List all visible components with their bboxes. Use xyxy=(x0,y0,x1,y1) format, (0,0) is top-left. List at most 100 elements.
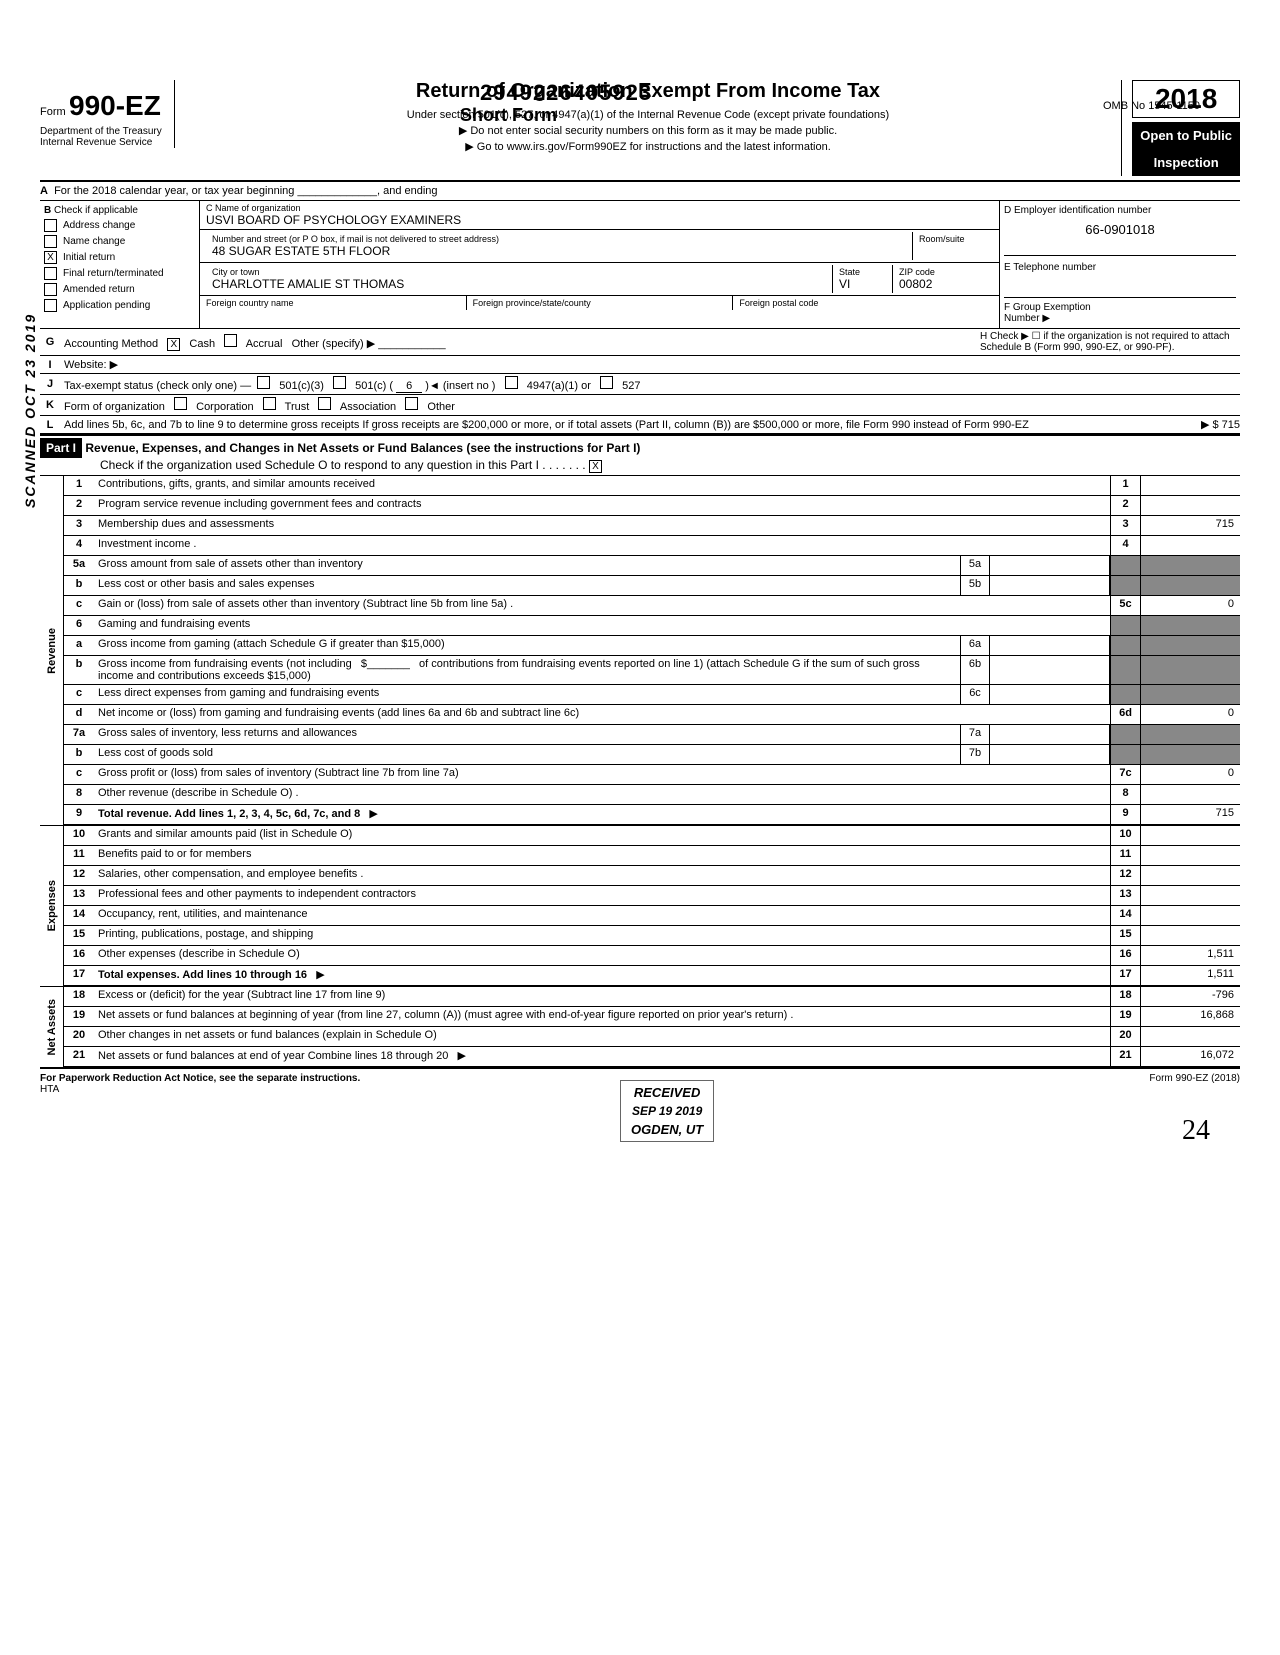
cb-initial-return[interactable]: XInitial return xyxy=(44,251,195,264)
open-public-1: Open to Public xyxy=(1132,122,1240,149)
row-h: H Check ▶ ☐ if the organization is not r… xyxy=(980,331,1240,353)
line2-desc: Program service revenue including govern… xyxy=(94,496,1110,515)
subtitle-2: ▶ Do not enter social security numbers o… xyxy=(185,124,1112,137)
tax-year: 2018 xyxy=(1132,80,1240,118)
line15-val xyxy=(1140,926,1240,945)
cb-other-org[interactable] xyxy=(405,397,418,410)
cb-assoc[interactable] xyxy=(318,397,331,410)
line11-desc: Benefits paid to or for members xyxy=(94,846,1110,865)
cb-501c3[interactable] xyxy=(257,376,270,389)
footer-hta: HTA xyxy=(40,1084,59,1095)
cb-trust[interactable] xyxy=(263,397,276,410)
state: VI xyxy=(839,277,886,291)
line1-val xyxy=(1140,476,1240,495)
city-label: City or town xyxy=(212,267,826,277)
check-if-applicable: Check if applicable xyxy=(54,205,138,216)
zip-label: ZIP code xyxy=(899,267,987,277)
street-address: 48 SUGAR ESTATE 5TH FLOOR xyxy=(212,244,906,258)
cb-name-change[interactable]: Name change xyxy=(44,235,195,248)
line21-val: 16,072 xyxy=(1140,1047,1240,1066)
line12-val xyxy=(1140,866,1240,885)
cb-527[interactable] xyxy=(600,376,613,389)
org-name-label: C Name of organization xyxy=(206,203,993,213)
netassets-section-label: Net Assets xyxy=(44,989,60,1065)
line2-val xyxy=(1140,496,1240,515)
scanned-stamp: SCANNED OCT 23 2019 xyxy=(22,313,38,508)
cb-schedule-o[interactable]: X xyxy=(589,460,602,473)
line7c-desc: Gross profit or (loss) from sales of inv… xyxy=(94,765,1110,784)
label-j: J xyxy=(40,378,60,390)
cb-accrual[interactable] xyxy=(224,334,237,347)
line5c-val: 0 xyxy=(1140,596,1240,615)
footer-right: Form 990-EZ (2018) xyxy=(1149,1073,1240,1095)
subtitle-1: Under section 501(c), 527, or 4947(a)(1)… xyxy=(185,109,1112,121)
line14-val xyxy=(1140,906,1240,925)
group-exemption-label: F Group Exemption Number ▶ xyxy=(1004,298,1236,324)
label-i: I xyxy=(40,359,60,371)
foreign-country-label: Foreign country name xyxy=(200,296,467,310)
line9-desc: Total revenue. Add lines 1, 2, 3, 4, 5c,… xyxy=(94,805,1110,824)
line18-val: -796 xyxy=(1140,987,1240,1006)
cb-amended[interactable]: Amended return xyxy=(44,283,195,296)
line13-desc: Professional fees and other payments to … xyxy=(94,886,1110,905)
line11-val xyxy=(1140,846,1240,865)
line16-val: 1,511 xyxy=(1140,946,1240,965)
cb-address-change[interactable]: Address change xyxy=(44,219,195,232)
website-label: Website: ▶ xyxy=(60,358,1240,371)
cb-4947[interactable] xyxy=(505,376,518,389)
short-form-label: Short Form xyxy=(460,105,557,126)
cb-501c[interactable] xyxy=(333,376,346,389)
state-label: State xyxy=(839,267,886,277)
line6c-desc: Less direct expenses from gaming and fun… xyxy=(94,685,960,704)
tax-exempt-label: Tax-exempt status (check only one) — xyxy=(64,380,251,392)
cb-cash[interactable]: X xyxy=(167,338,180,351)
line15-desc: Printing, publications, postage, and shi… xyxy=(94,926,1110,945)
foreign-prov-label: Foreign province/state/county xyxy=(467,296,734,310)
line20-val xyxy=(1140,1027,1240,1046)
line1-desc: Contributions, gifts, grants, and simila… xyxy=(94,476,1110,495)
cb-final-return[interactable]: Final return/terminated xyxy=(44,267,195,280)
cb-pending[interactable]: Application pending xyxy=(44,299,195,312)
form-prefix: Form xyxy=(40,106,66,118)
foreign-postal-label: Foreign postal code xyxy=(733,296,999,310)
line6d-val: 0 xyxy=(1140,705,1240,724)
received-stamp: RECEIVED SEP 19 2019 OGDEN, UT xyxy=(620,1080,714,1142)
line10-desc: Grants and similar amounts paid (list in… xyxy=(94,826,1110,845)
label-b: B xyxy=(44,205,51,216)
omb-number: OMB No 1545-1150 xyxy=(1103,100,1200,112)
line16-desc: Other expenses (describe in Schedule O) xyxy=(94,946,1110,965)
row-a-text: For the 2018 calendar year, or tax year … xyxy=(54,185,437,197)
line8-val xyxy=(1140,785,1240,804)
zip: 00802 xyxy=(899,277,987,291)
tel-label: E Telephone number xyxy=(1004,256,1236,298)
city: CHARLOTTE AMALIE ST THOMAS xyxy=(212,277,826,291)
line17-val: 1,511 xyxy=(1140,966,1240,985)
subtitle-3: ▶ Go to www.irs.gov/Form990EZ for instru… xyxy=(185,140,1112,153)
line3-val: 715 xyxy=(1140,516,1240,535)
row-l-text: Add lines 5b, 6c, and 7b to line 9 to de… xyxy=(60,419,1120,431)
line7a-desc: Gross sales of inventory, less returns a… xyxy=(94,725,960,744)
expenses-section-label: Expenses xyxy=(44,870,60,941)
form-number-block: Form 990-EZ Department of the Treasury I… xyxy=(40,80,175,148)
cb-corp[interactable] xyxy=(174,397,187,410)
room-label: Room/suite xyxy=(919,234,987,244)
line19-desc: Net assets or fund balances at beginning… xyxy=(94,1007,1110,1026)
part1-title: Revenue, Expenses, and Changes in Net As… xyxy=(85,441,640,455)
line13-val xyxy=(1140,886,1240,905)
line17-desc: Total expenses. Add lines 10 through 16 … xyxy=(94,966,1110,985)
label-a: A xyxy=(40,185,48,197)
part1-check-text: Check if the organization used Schedule … xyxy=(100,458,539,472)
line5c-desc: Gain or (loss) from sale of assets other… xyxy=(94,596,1110,615)
addr-label: Number and street (or P O box, if mail i… xyxy=(212,234,906,244)
form-number: 990-EZ xyxy=(69,90,161,121)
line5b-desc: Less cost or other basis and sales expen… xyxy=(94,576,960,595)
line4-desc: Investment income . xyxy=(94,536,1110,555)
line4-val xyxy=(1140,536,1240,555)
org-name: USVI BOARD OF PSYCHOLOGY EXAMINERS xyxy=(206,213,993,227)
line9-val: 715 xyxy=(1140,805,1240,824)
line21-desc: Net assets or fund balances at end of ye… xyxy=(94,1047,1110,1066)
501c-insert: 6 xyxy=(396,380,422,393)
line18-desc: Excess or (deficit) for the year (Subtra… xyxy=(94,987,1110,1006)
part1-label: Part I xyxy=(40,438,82,458)
doc-number: 2949226405923 xyxy=(480,80,652,106)
